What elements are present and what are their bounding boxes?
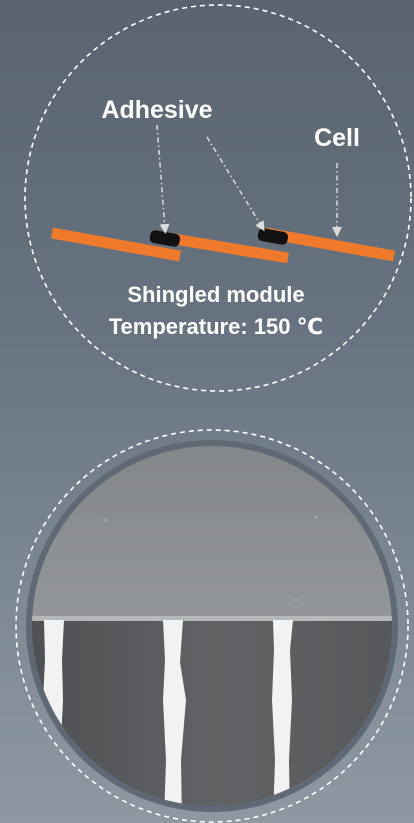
module-label: Shingled module (127, 282, 304, 307)
photo-speck-3 (294, 598, 298, 602)
adhesive-arrow-2 (206, 136, 265, 232)
photo-upper-region (32, 446, 392, 618)
adhesive-joint-1 (149, 230, 181, 247)
busbar-3 (272, 620, 293, 806)
schematic-panel: Adhesive Cell Shingled module Temperatur… (24, 4, 412, 392)
photo-speck-1 (103, 518, 107, 522)
adhesive-joint-2 (257, 228, 289, 245)
micrograph-dashed-outline (15, 429, 409, 823)
adhesive-label: Adhesive (101, 96, 212, 124)
photo-speck-2 (314, 515, 318, 519)
schematic-dashed-outline (24, 4, 412, 392)
photo-edge-line (32, 616, 392, 621)
micrograph-panel (15, 429, 409, 823)
cell-label: Cell (314, 124, 360, 152)
adhesive-arrow-1 (156, 124, 170, 234)
cell-strip-1 (51, 227, 181, 262)
photo-lower-region (32, 618, 392, 806)
temperature-label: Temperature: 150 ℃ (109, 314, 324, 339)
busbar-2 (163, 620, 186, 806)
